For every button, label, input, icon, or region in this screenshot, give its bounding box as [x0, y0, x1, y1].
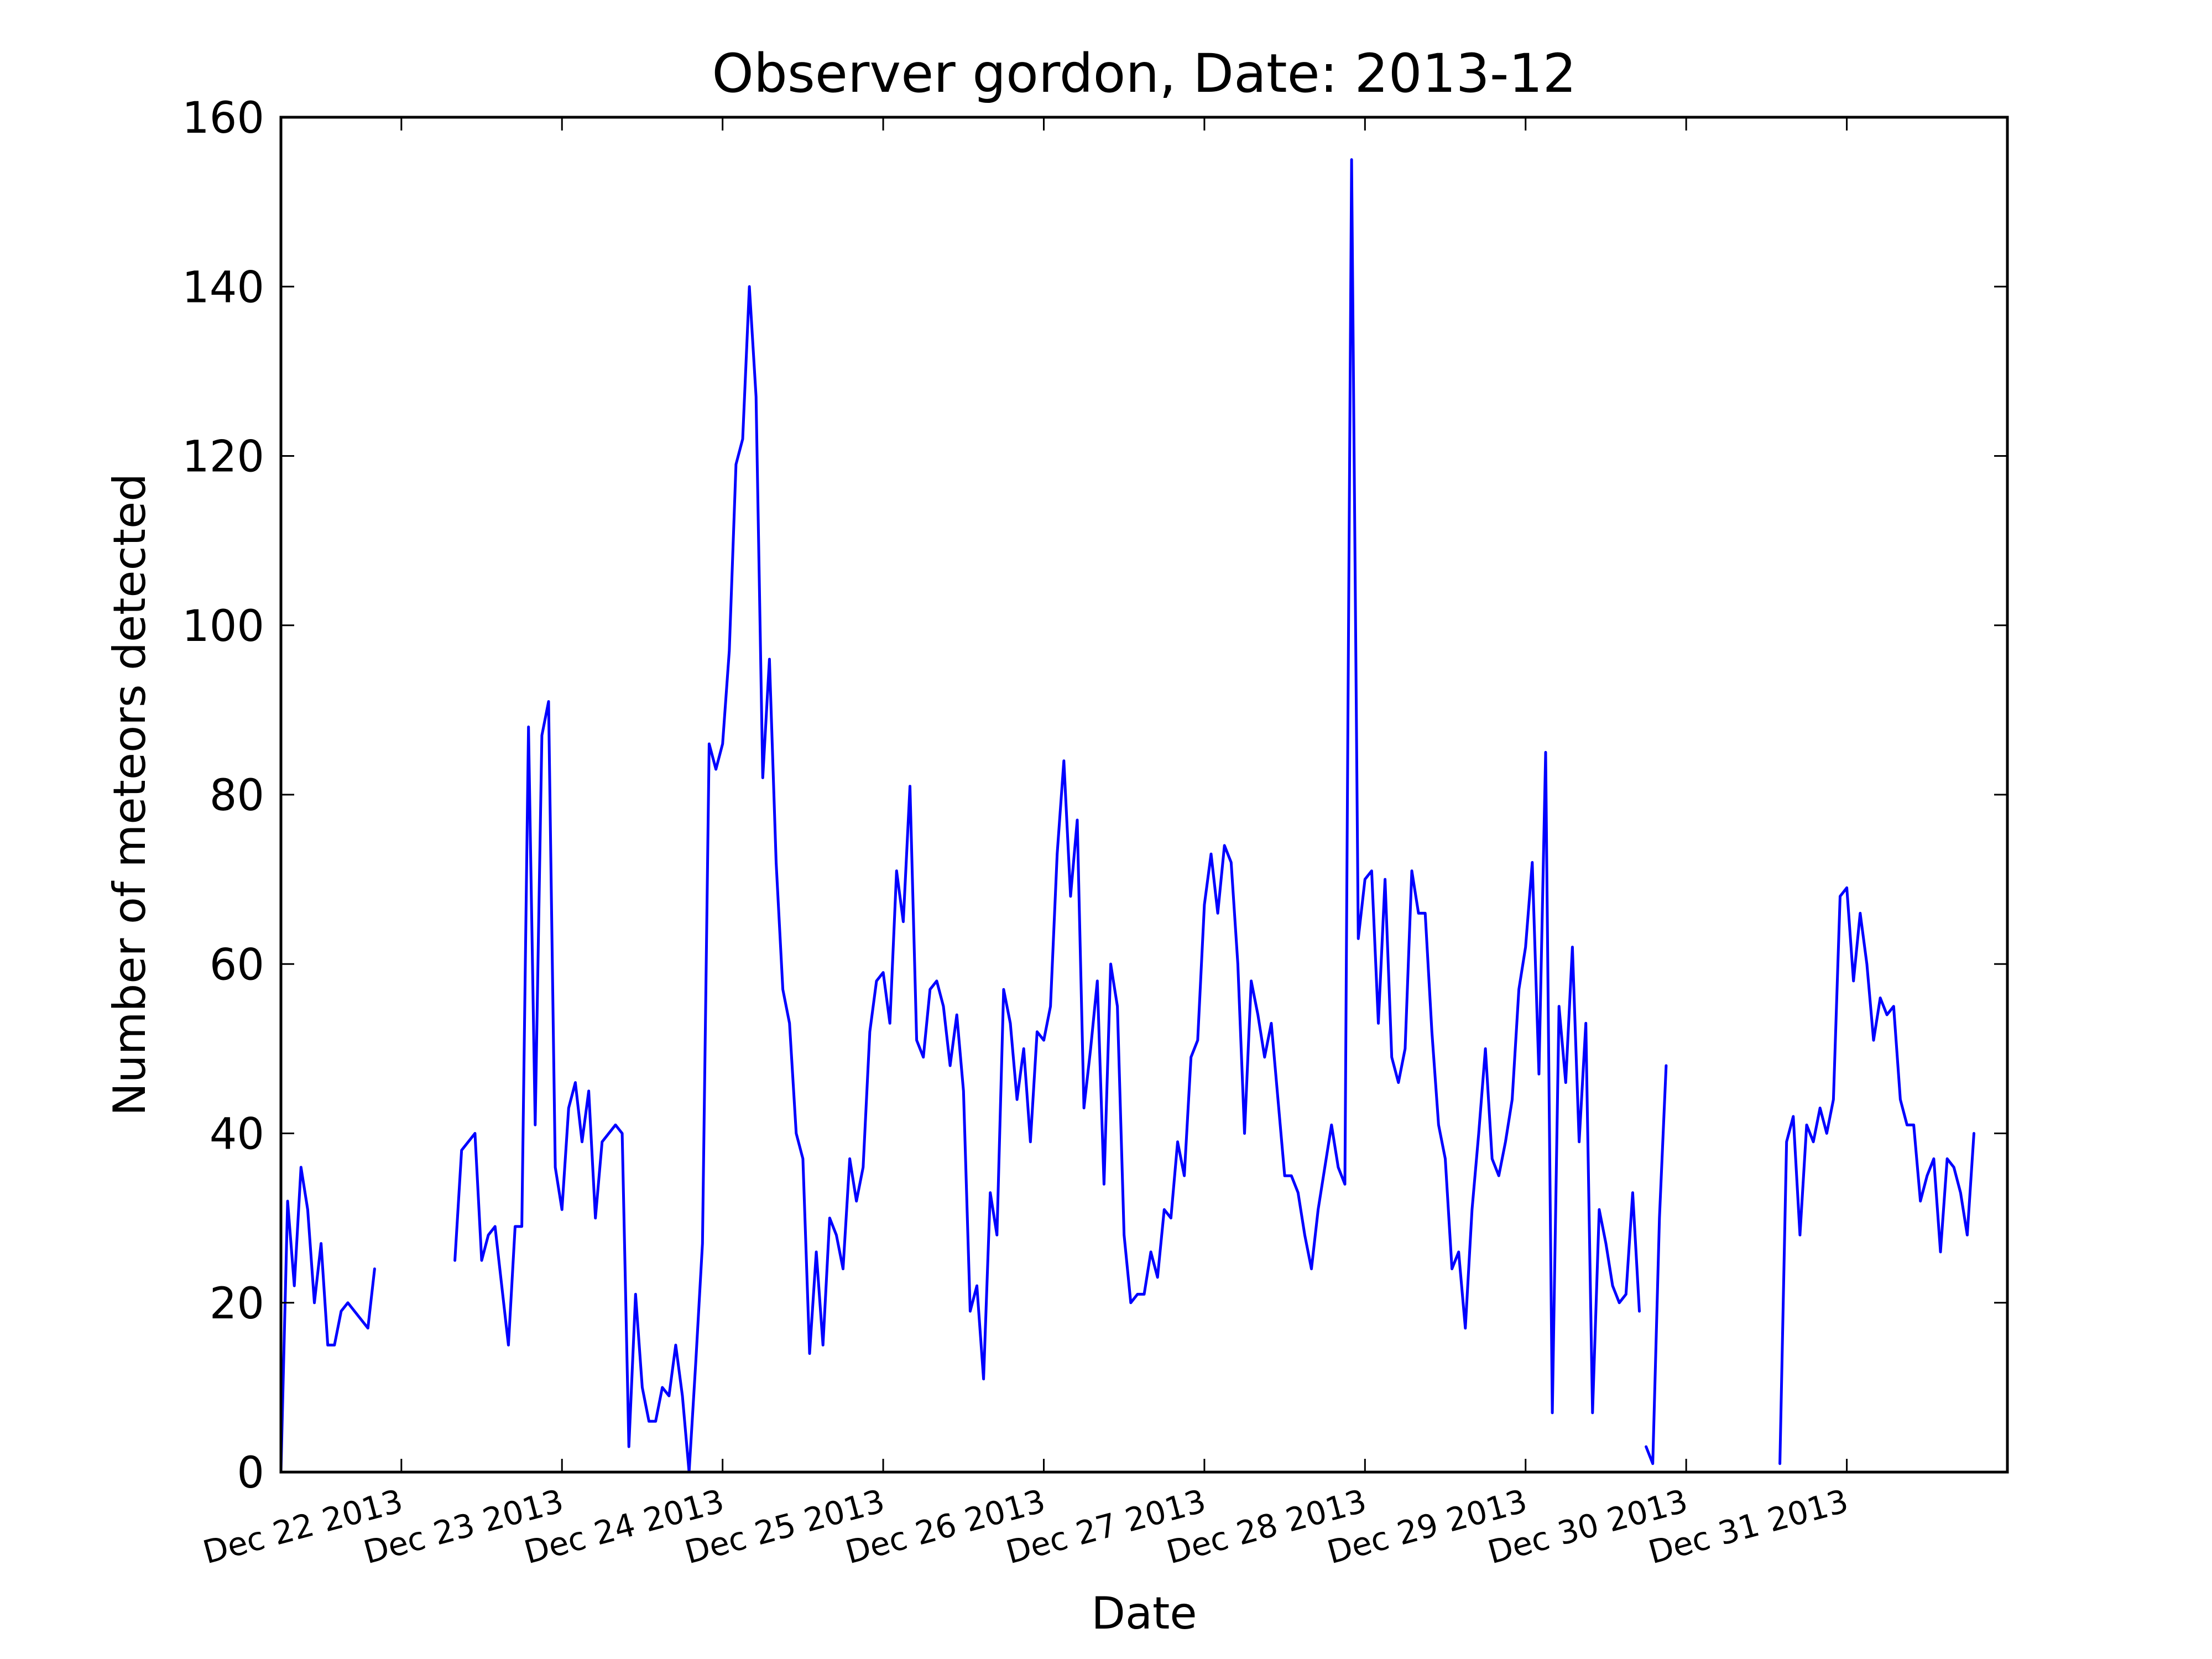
y-tick-label: 140	[182, 263, 264, 312]
series-line-segment	[1778, 886, 1975, 1465]
chart-title: Observer gordon, Date: 2013-12	[712, 43, 1576, 105]
series-layer	[279, 158, 1975, 1474]
series-line-segment	[1645, 1064, 1668, 1465]
y-tick-label: 60	[210, 940, 264, 990]
y-tick-label: 160	[182, 93, 264, 143]
y-tick-label: 20	[210, 1279, 264, 1329]
y-tick-label: 80	[210, 771, 264, 821]
series-line-segment	[453, 158, 1641, 1474]
y-tick-label: 0	[237, 1448, 264, 1498]
plot-frame	[279, 116, 2009, 1474]
y-axis-label: Number of meteors detected	[104, 473, 155, 1116]
y-tick-label: 100	[182, 602, 264, 651]
series-line-segment	[279, 1166, 376, 1474]
y-tick-label: 120	[182, 432, 264, 482]
y-tick-label: 40	[210, 1110, 264, 1160]
x-axis-label: Date	[1091, 1588, 1197, 1639]
plot-area	[281, 117, 2007, 1472]
